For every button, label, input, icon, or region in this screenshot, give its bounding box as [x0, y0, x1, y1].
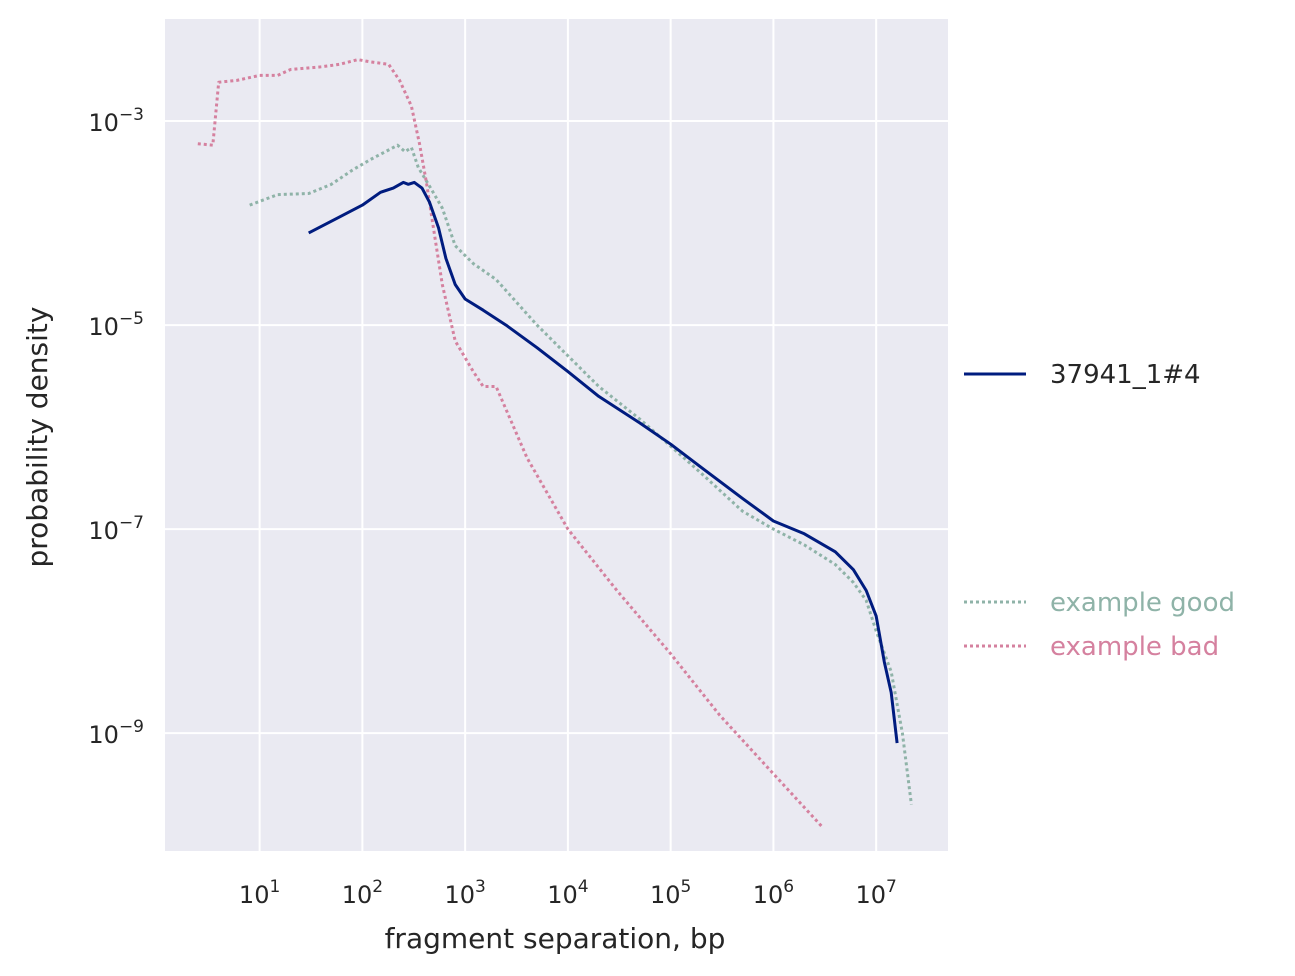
y-tick-label: 10−5	[88, 309, 144, 341]
y-tick-label: 10−3	[88, 105, 144, 137]
series-layer	[197, 58, 913, 829]
x-tick-label: 102	[342, 877, 383, 909]
x-gridlines	[258, 19, 878, 851]
x-tick-label: 105	[650, 877, 691, 909]
x-tick-label: 106	[753, 877, 794, 909]
legend-label: example good	[1050, 588, 1235, 618]
x-tick-labels: 101 102 103 104 105 106 107	[239, 877, 897, 909]
x-tick-label: 103	[444, 877, 485, 909]
series-line-3	[197, 58, 824, 829]
legend-label: example bad	[1050, 632, 1219, 662]
x-tick-label: 104	[547, 877, 588, 909]
y-tick-label: 10−7	[88, 513, 144, 545]
y-tick-labels: 10−3 10−5 10−7 10−9	[88, 105, 144, 749]
y-gridlines	[165, 120, 948, 735]
legend-label: 37941_1#4	[1050, 360, 1201, 390]
y-axis-title: probability density	[21, 307, 54, 568]
x-tick-label: 107	[855, 877, 896, 909]
plot-background	[165, 19, 948, 851]
series-line-1	[308, 180, 899, 744]
x-tick-label: 101	[239, 877, 280, 909]
y-tick-label: 10−9	[88, 717, 144, 749]
x-axis-title: fragment separation, bp	[385, 922, 726, 955]
